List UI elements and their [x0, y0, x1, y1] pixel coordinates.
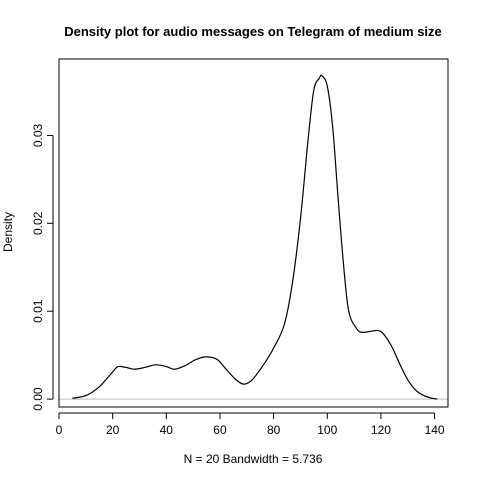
y-tick-label: 0.01 [31, 299, 45, 323]
density-curve [72, 74, 438, 400]
x-axis-label: N = 20 Bandwidth = 5.736 [184, 452, 323, 466]
x-tick-label: 80 [267, 423, 281, 437]
x-tick-label: 120 [371, 423, 391, 437]
x-tick-label: 100 [317, 423, 337, 437]
x-tick-label: 40 [160, 423, 174, 437]
x-tick-label: 0 [56, 423, 63, 437]
x-tick-label: 140 [425, 423, 445, 437]
plot-box [58, 58, 449, 408]
y-axis: 0.00 0.01 0.02 0.03 [31, 123, 54, 411]
y-tick-label: 0.02 [31, 211, 45, 235]
y-tick-label: 0.00 [31, 387, 45, 411]
x-tick-label: 20 [106, 423, 120, 437]
x-axis: 0 20 40 60 80 100 120 140 [56, 412, 445, 437]
y-tick-label: 0.03 [31, 123, 45, 147]
y-axis-label: Density [1, 212, 15, 252]
chart-title: Density plot for audio messages on Teleg… [64, 24, 442, 39]
x-tick-label: 60 [213, 423, 227, 437]
